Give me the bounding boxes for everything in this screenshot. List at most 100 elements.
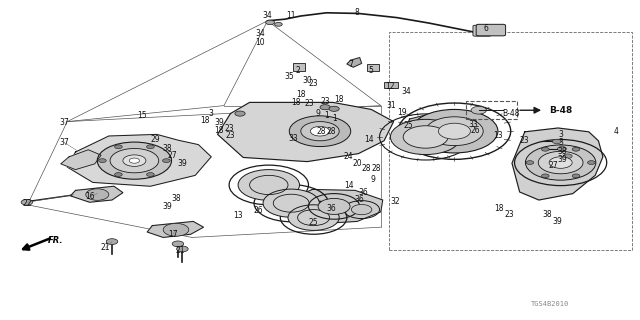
Text: 24: 24 bbox=[344, 152, 354, 161]
Circle shape bbox=[177, 246, 188, 252]
Circle shape bbox=[266, 20, 275, 25]
Polygon shape bbox=[218, 102, 394, 162]
Text: FR.: FR. bbox=[48, 236, 63, 245]
FancyBboxPatch shape bbox=[473, 25, 491, 36]
Circle shape bbox=[263, 189, 319, 217]
Text: 28: 28 bbox=[327, 127, 336, 136]
Text: 25: 25 bbox=[308, 218, 319, 227]
Polygon shape bbox=[67, 134, 211, 186]
Circle shape bbox=[288, 205, 339, 230]
Text: 29: 29 bbox=[150, 135, 160, 144]
Circle shape bbox=[163, 159, 170, 163]
Text: 16: 16 bbox=[84, 192, 95, 201]
FancyBboxPatch shape bbox=[476, 24, 506, 36]
Text: 13: 13 bbox=[493, 131, 503, 140]
Text: 4: 4 bbox=[613, 127, 618, 136]
Text: 32: 32 bbox=[390, 197, 401, 206]
Text: 3: 3 bbox=[559, 138, 564, 147]
Text: 18: 18 bbox=[495, 204, 504, 213]
Circle shape bbox=[289, 116, 351, 147]
Circle shape bbox=[526, 161, 534, 164]
Polygon shape bbox=[147, 221, 204, 237]
Bar bbox=[367, 64, 379, 71]
Text: 36: 36 bbox=[355, 195, 365, 204]
Polygon shape bbox=[512, 128, 603, 200]
Text: 27: 27 bbox=[548, 161, 559, 170]
Circle shape bbox=[238, 170, 300, 200]
Circle shape bbox=[403, 126, 448, 148]
Text: 14: 14 bbox=[344, 181, 354, 190]
Circle shape bbox=[320, 105, 330, 110]
Text: 26: 26 bbox=[470, 126, 481, 135]
Text: 21: 21 bbox=[176, 246, 185, 255]
Text: 23: 23 bbox=[520, 136, 530, 145]
Circle shape bbox=[318, 198, 350, 214]
Text: 28: 28 bbox=[317, 127, 326, 136]
Text: 18: 18 bbox=[214, 126, 223, 135]
Bar bbox=[384, 82, 398, 88]
Text: 15: 15 bbox=[137, 111, 147, 120]
Polygon shape bbox=[347, 58, 362, 67]
Text: B-48: B-48 bbox=[502, 109, 520, 118]
Circle shape bbox=[21, 199, 33, 205]
Circle shape bbox=[129, 158, 140, 163]
Text: 26: 26 bbox=[253, 206, 263, 215]
Text: 39: 39 bbox=[557, 155, 567, 164]
Circle shape bbox=[310, 126, 330, 136]
Text: 25: 25 bbox=[403, 121, 413, 130]
Text: 31: 31 bbox=[387, 101, 397, 110]
Circle shape bbox=[351, 204, 372, 215]
Text: 1: 1 bbox=[332, 114, 337, 123]
Text: 33: 33 bbox=[288, 134, 298, 143]
Polygon shape bbox=[403, 113, 486, 147]
Text: 8: 8 bbox=[355, 8, 360, 17]
Text: 22: 22 bbox=[23, 199, 32, 208]
Polygon shape bbox=[70, 186, 123, 202]
Circle shape bbox=[541, 147, 549, 151]
Circle shape bbox=[390, 119, 461, 155]
Text: 34: 34 bbox=[262, 11, 273, 20]
Circle shape bbox=[97, 142, 172, 179]
Text: 38: 38 bbox=[542, 210, 552, 219]
Circle shape bbox=[552, 139, 561, 144]
Text: 20: 20 bbox=[352, 159, 362, 168]
Text: 36: 36 bbox=[358, 188, 368, 197]
Text: 12: 12 bbox=[386, 82, 395, 91]
Circle shape bbox=[123, 155, 146, 166]
Text: 10: 10 bbox=[255, 38, 266, 47]
Polygon shape bbox=[61, 150, 101, 170]
Circle shape bbox=[172, 241, 184, 247]
Text: 39: 39 bbox=[163, 202, 173, 211]
Circle shape bbox=[572, 147, 580, 151]
Text: 35: 35 bbox=[284, 72, 294, 81]
Text: 23: 23 bbox=[304, 99, 314, 108]
Circle shape bbox=[549, 157, 572, 168]
Circle shape bbox=[471, 106, 486, 114]
Text: 30: 30 bbox=[302, 76, 312, 85]
Text: 18: 18 bbox=[296, 90, 305, 99]
Circle shape bbox=[588, 161, 595, 164]
Text: 21: 21 bbox=[101, 244, 110, 252]
Circle shape bbox=[301, 122, 339, 141]
Circle shape bbox=[411, 109, 498, 153]
Text: 18: 18 bbox=[200, 116, 209, 125]
Circle shape bbox=[541, 174, 549, 178]
Text: 36: 36 bbox=[326, 204, 337, 213]
Text: 23: 23 bbox=[224, 124, 234, 132]
Text: 28: 28 bbox=[372, 164, 381, 173]
Circle shape bbox=[275, 22, 282, 26]
Text: 39: 39 bbox=[177, 159, 188, 168]
Text: 37: 37 bbox=[59, 138, 69, 147]
Text: B-48: B-48 bbox=[549, 106, 572, 115]
Bar bbox=[466, 101, 517, 119]
Text: 6: 6 bbox=[484, 24, 489, 33]
Circle shape bbox=[563, 154, 572, 158]
Bar bbox=[389, 32, 632, 250]
Circle shape bbox=[538, 151, 583, 174]
Text: 23: 23 bbox=[504, 210, 515, 219]
Circle shape bbox=[163, 223, 189, 236]
Circle shape bbox=[86, 189, 109, 200]
Circle shape bbox=[147, 145, 154, 149]
Text: 2: 2 bbox=[295, 66, 300, 75]
Text: 3: 3 bbox=[559, 130, 564, 139]
